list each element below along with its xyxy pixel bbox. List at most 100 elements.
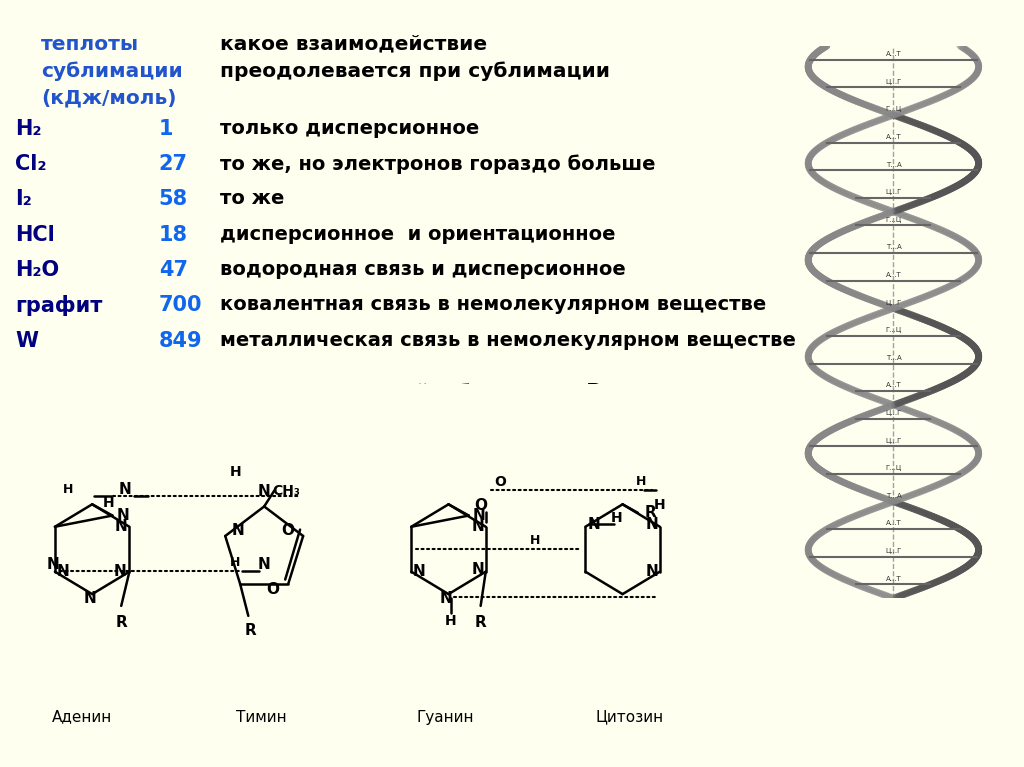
Text: Ц...Г: Ц...Г	[886, 548, 901, 554]
Text: O: O	[266, 581, 280, 597]
Text: Ц...Г: Ц...Г	[886, 410, 901, 416]
Text: N: N	[471, 562, 484, 577]
Text: N: N	[231, 523, 244, 538]
Text: H: H	[444, 614, 457, 628]
Text: N: N	[46, 557, 59, 571]
Text: N: N	[38, 574, 48, 588]
Text: R: R	[126, 630, 135, 644]
Text: N: N	[114, 565, 127, 579]
Text: ковалентная связь в немолекулярном веществе: ковалентная связь в немолекулярном вещес…	[220, 295, 766, 314]
Text: роль водородных связей в биологии.: роль водородных связей в биологии.	[126, 384, 579, 404]
Text: H: H	[103, 496, 115, 510]
Text: N: N	[119, 482, 132, 497]
Text: А...Т: А...Т	[886, 521, 901, 526]
Text: 1: 1	[159, 119, 173, 139]
Text: А...Т: А...Т	[886, 576, 901, 581]
Text: комплементарности: комплементарности	[378, 503, 602, 523]
Text: N: N	[645, 517, 658, 532]
Text: H: H	[230, 555, 241, 568]
Text: N: N	[258, 484, 270, 499]
Text: O: O	[495, 475, 506, 489]
Text: 700: 700	[159, 295, 202, 315]
Text: только дисперсионное: только дисперсионное	[220, 119, 479, 138]
Text: Г...Ц: Г...Ц	[886, 465, 901, 471]
Text: O: O	[278, 579, 288, 592]
Text: CH₃: CH₃	[348, 502, 373, 514]
Text: N: N	[56, 565, 70, 579]
Text: H: H	[189, 476, 200, 486]
Text: N: N	[222, 542, 232, 555]
Text: H: H	[63, 483, 74, 495]
Text: O: O	[295, 542, 306, 555]
Text: H: H	[610, 512, 622, 525]
Text: R: R	[475, 615, 486, 630]
Text: H: H	[636, 476, 646, 489]
Text: N: N	[440, 591, 453, 606]
Text: какое взаимодействие: какое взаимодействие	[220, 35, 487, 54]
Text: N: N	[117, 508, 129, 523]
Text: 47: 47	[159, 260, 187, 280]
Text: HCl: HCl	[15, 225, 55, 245]
Text: N: N	[587, 517, 600, 532]
Text: В частности, в: В частности, в	[579, 384, 758, 403]
Text: преодолевается при сублимации: преодолевается при сублимации	[220, 61, 610, 81]
Text: Г...Ц: Г...Ц	[886, 327, 901, 333]
Text: А...Т: А...Т	[886, 134, 901, 140]
Text: R: R	[116, 615, 127, 630]
Text: А...Т: А...Т	[886, 51, 901, 57]
Text: O: O	[474, 498, 487, 513]
Text: 849: 849	[159, 331, 203, 351]
Text: Тимин: Тимин	[215, 709, 265, 725]
Text: Т...А: Т...А	[886, 493, 901, 499]
Text: Г...Ц: Г...Ц	[886, 106, 901, 112]
Text: теплоты: теплоты	[41, 35, 139, 54]
Text: W: W	[15, 331, 38, 351]
Text: то же: то же	[220, 189, 285, 209]
Text: Гуанин: Гуанин	[417, 709, 474, 725]
Text: N: N	[473, 508, 485, 523]
Text: Гуанин: Гуанин	[420, 709, 477, 725]
Text: Ц...Г: Ц...Г	[886, 189, 901, 195]
Text: H: H	[654, 499, 666, 512]
Text: N: N	[471, 519, 484, 535]
Text: дисперсионное  и ориентационное: дисперсионное и ориентационное	[220, 225, 615, 244]
Text: H: H	[530, 534, 541, 547]
Text: R: R	[245, 624, 256, 638]
Text: Т...А: Т...А	[886, 245, 901, 250]
Text: Ц...Г: Ц...Г	[886, 78, 901, 84]
Text: N: N	[115, 519, 128, 535]
Text: N: N	[116, 574, 126, 588]
Text: А...Т: А...Т	[886, 383, 901, 388]
Text: H₂: H₂	[15, 119, 42, 139]
Text: Аденин: Аденин	[41, 709, 101, 725]
Text: водородная связь и дисперсионное: водородная связь и дисперсионное	[220, 260, 626, 279]
Text: N: N	[261, 505, 271, 518]
Text: N: N	[116, 532, 126, 545]
Text: N: N	[258, 557, 270, 571]
Text: Г...Ц: Г...Ц	[886, 216, 901, 222]
Text: Т...А: Т...А	[886, 162, 901, 167]
Text: 18: 18	[159, 225, 187, 245]
Text: H₂O: H₂O	[15, 260, 59, 280]
Text: (кДж/моль): (кДж/моль)	[41, 88, 176, 107]
Bar	[0, 384, 778, 736]
Text: I₂: I₂	[15, 189, 32, 209]
Text: графит: графит	[15, 295, 102, 316]
Text: металлическая связь в немолекулярном веществе: металлическая связь в немолекулярном вещ…	[220, 331, 796, 350]
Text: N: N	[84, 591, 96, 606]
Text: O: O	[282, 523, 294, 538]
Text: N: N	[645, 565, 658, 579]
Text: Аденин: Аденин	[52, 709, 112, 725]
Text: H: H	[229, 466, 242, 479]
Text: Цитозин: Цитозин	[596, 709, 664, 725]
Text: водородных связей (явление: водородных связей (явление	[15, 503, 378, 524]
Text: Ц...Г: Ц...Г	[886, 299, 901, 305]
Text: CH₃: CH₃	[272, 485, 300, 499]
Text: Тимин: Тимин	[236, 709, 287, 725]
Text: R: R	[644, 505, 656, 520]
Text: R: R	[238, 627, 247, 640]
Text: А...Т: А...Т	[886, 272, 901, 278]
Text: N: N	[87, 512, 97, 524]
Text: Цитозин: Цитозин	[645, 709, 714, 725]
Text: ): )	[602, 503, 612, 523]
